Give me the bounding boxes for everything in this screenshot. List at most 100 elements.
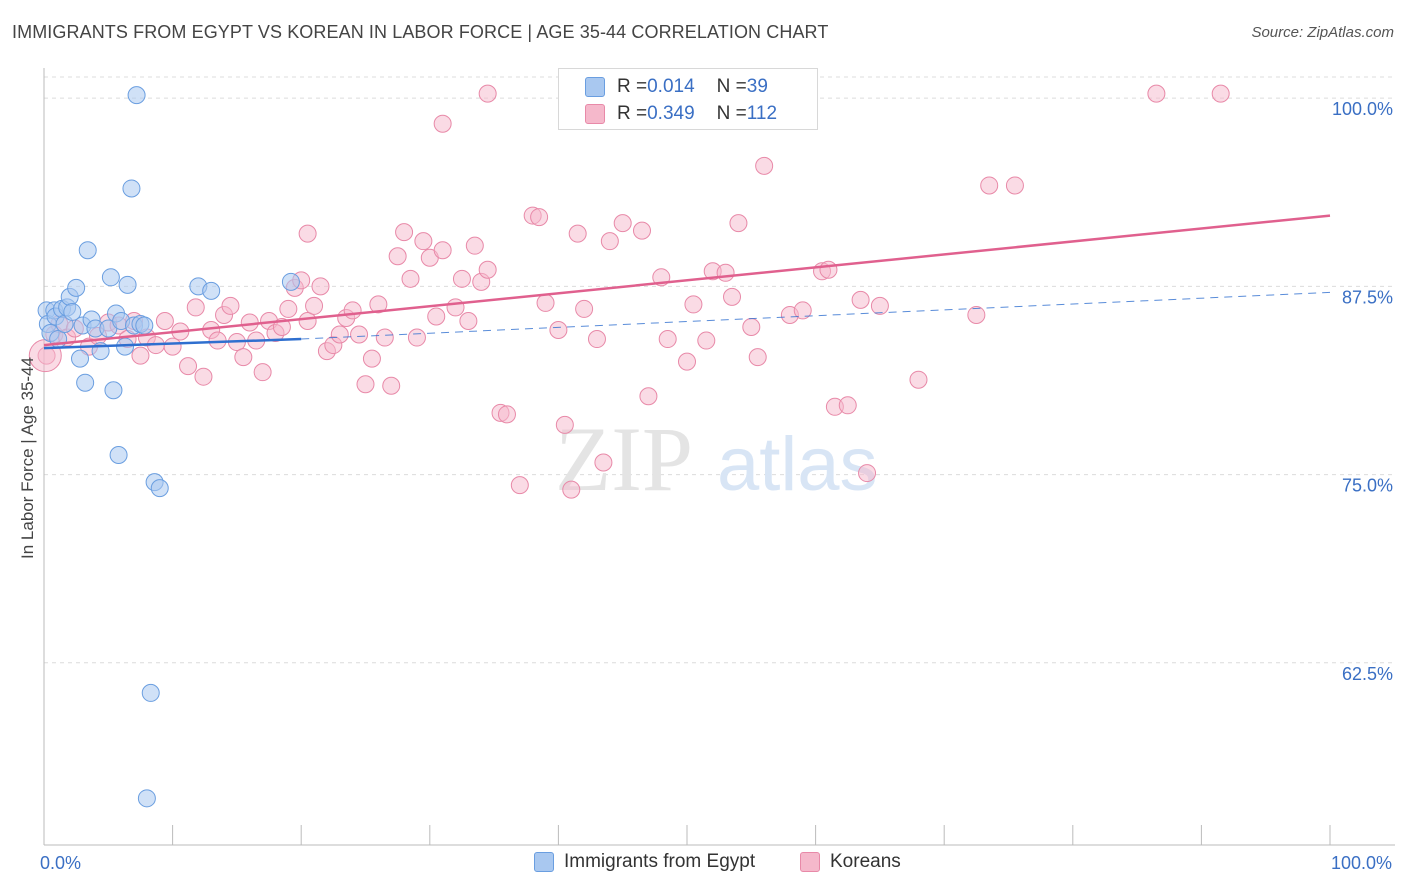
stats-row-egypt: R = 0.014 N = 39 (585, 75, 768, 99)
egypt-point (109, 445, 128, 464)
stats-row-koreans: R = 0.349 N = 112 (585, 102, 777, 126)
korean-point (179, 357, 198, 376)
egypt-point (137, 789, 156, 808)
egypt-point (118, 275, 137, 294)
korean-point (194, 367, 213, 386)
korean-point (980, 176, 999, 195)
korean-point (555, 415, 574, 434)
korean-point (375, 328, 394, 347)
legend-item-koreans: Koreans (800, 851, 901, 873)
korean-point (838, 396, 857, 415)
korean-point (697, 331, 716, 350)
y-axis-label: In Labor Force | Age 35-44 (18, 357, 37, 559)
korean-point (305, 296, 324, 315)
korean-point (388, 247, 407, 266)
egypt-n-value: 39 (746, 76, 768, 97)
x-tick-label: 100.0% (1331, 853, 1392, 873)
egypt-point (127, 86, 146, 105)
egypt-n-label: N = (716, 76, 747, 97)
x-tick-label: 0.0% (40, 853, 81, 873)
egypt-r-label: R = (617, 76, 648, 97)
source-label: Source: ZipAtlas.com (1251, 24, 1394, 41)
korean-point (465, 236, 484, 255)
egypt-trend-line (43, 337, 302, 350)
bottom-legend: Immigrants from Egypt Koreans (0, 851, 1406, 879)
korean-point (155, 311, 174, 330)
egypt-point (202, 281, 221, 300)
korean-point (186, 298, 205, 317)
egypt-r-value: 0.014 (647, 76, 695, 97)
legend-egypt-label: Immigrants from Egypt (564, 851, 756, 872)
korean-point (568, 224, 587, 243)
korean-point (452, 269, 471, 288)
korean-point (909, 370, 928, 389)
egypt-point (141, 683, 160, 702)
korean-point (632, 221, 651, 240)
korean-point (716, 263, 735, 282)
korean-point (298, 311, 317, 330)
korean-point (587, 330, 606, 349)
korean-point (427, 307, 446, 326)
korean-point (594, 453, 613, 472)
korean-point (755, 156, 774, 175)
egypt-point (63, 302, 82, 321)
korean-point (478, 84, 497, 103)
korean-point (459, 311, 478, 330)
korean-point (350, 325, 369, 344)
korean-point (575, 299, 594, 318)
egypt-point (71, 349, 90, 368)
korean-point (742, 318, 761, 336)
egypt-point (281, 272, 300, 291)
korean-point (613, 214, 632, 233)
koreans-r-value: 0.349 (647, 103, 695, 124)
korean-point (729, 214, 748, 233)
korean-point (1211, 84, 1230, 103)
korean-point (234, 348, 253, 367)
korean-point (253, 363, 272, 382)
watermark: ZIP atlas (555, 408, 878, 510)
y-tick-label: 75.0% (1342, 476, 1393, 496)
korean-point (562, 480, 581, 499)
korean-point (407, 328, 426, 347)
korean-point (343, 301, 362, 320)
watermark-atlas: atlas (717, 422, 878, 507)
koreans-r-label: R = (617, 103, 648, 124)
legend-egypt-swatch (534, 852, 554, 872)
korean-point (401, 269, 420, 288)
korean-point (131, 346, 150, 365)
korean-point (1147, 84, 1166, 103)
egypt-swatch (585, 77, 605, 97)
korean-point (819, 260, 838, 279)
korean-point (298, 224, 317, 243)
korean-point (967, 305, 986, 324)
koreans-n-value: 112 (746, 103, 778, 124)
korean-point (279, 299, 298, 318)
korean-point (723, 287, 742, 306)
koreans-trend-line (43, 214, 1331, 347)
korean-point (330, 325, 349, 344)
korean-point (1005, 176, 1024, 195)
korean-point (433, 114, 452, 133)
korean-point (414, 232, 433, 251)
korean-point (658, 330, 677, 349)
egypt-points (37, 86, 300, 808)
korean-point (793, 301, 812, 320)
korean-point (549, 321, 568, 340)
trend-lines (43, 214, 1331, 350)
korean-point (446, 298, 465, 317)
egypt-point (67, 278, 86, 297)
egypt-point (104, 381, 123, 400)
korean-point (395, 223, 414, 242)
stats-legend: R = 0.014 N = 39 R = 0.349 N = 112 (558, 68, 818, 130)
korean-point (530, 208, 549, 227)
y-tick-label: 62.5% (1342, 664, 1393, 684)
korean-point (510, 476, 529, 495)
korean-point (748, 348, 767, 367)
korean-point (362, 349, 381, 368)
korean-point (478, 260, 497, 279)
korean-point (240, 313, 259, 332)
egypt-trend-extension (301, 291, 1331, 340)
korean-point (497, 405, 516, 424)
korean-point (163, 337, 182, 356)
